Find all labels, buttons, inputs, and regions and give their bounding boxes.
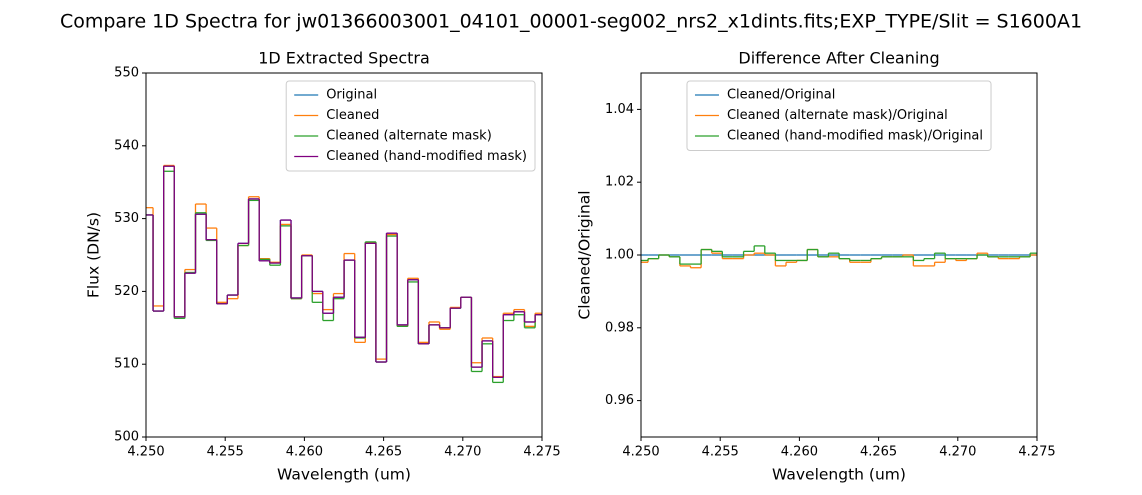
legend-frame [686, 80, 992, 151]
y-tick-label: 0.98 [605, 320, 634, 335]
plot-area [641, 245, 1037, 269]
legend-label: Cleaned/Original [727, 88, 835, 103]
legend-label: Cleaned (hand-modified mask)/Original [727, 129, 983, 144]
legend-label: Cleaned [326, 108, 379, 123]
legend-label: Original [326, 88, 377, 103]
legend: Original Cleaned Cleaned (alternate mask) C… [285, 80, 536, 172]
x-tick-label: 4.255 [207, 445, 244, 460]
x-tick-label: 4.260 [781, 445, 818, 460]
axes: 1D Extracted Spectra Wavelength (um) Flux … [85, 49, 561, 484]
x-tick-label: 4.260 [286, 445, 323, 460]
axes-frame [145, 72, 543, 438]
x-tick-label: 4.275 [1018, 445, 1055, 460]
y-tick-label: 540 [114, 138, 139, 153]
x-axis-label: Wavelength (um) [772, 466, 906, 484]
y-tick-label: 550 [114, 66, 139, 81]
legend: Cleaned/Original Cleaned (alternate mask)… [686, 80, 992, 151]
y-tick-label: 500 [114, 430, 139, 445]
y-tick-label: 1.04 [605, 102, 634, 117]
y-tick-label: 1.02 [605, 175, 634, 190]
legend-label: Cleaned (alternate mask)/Original [727, 108, 948, 123]
axes-title: Difference After Cleaning [738, 49, 939, 68]
x-tick-label: 4.265 [860, 445, 897, 460]
x-tick-label: 4.270 [444, 445, 481, 460]
x-tick-label: 4.250 [622, 445, 659, 460]
y-tick-label: 0.96 [605, 393, 634, 408]
x-tick-label: 4.255 [702, 445, 739, 460]
y-axis-label: Cleaned/Original [576, 190, 594, 319]
legend-label: Cleaned (alternate mask) [326, 129, 492, 144]
axes: Difference After Cleaning Wavelength (um)… [576, 49, 1056, 484]
legend-frame [285, 80, 536, 172]
y-tick-label: 520 [114, 284, 139, 299]
y-tick-label: 510 [114, 357, 139, 372]
x-axis-label: Wavelength (um) [277, 466, 411, 484]
axes-frame [640, 72, 1038, 438]
figure-title: Compare 1D Spectra for jw01366003001_041… [60, 11, 1082, 33]
x-tick-label: 4.275 [523, 445, 560, 460]
y-tick-label: 1.00 [605, 248, 634, 263]
plot-area [146, 164, 542, 384]
x-tick-label: 4.270 [939, 445, 976, 460]
x-tick-label: 4.265 [365, 445, 402, 460]
axes-title: 1D Extracted Spectra [258, 49, 430, 68]
y-tick-label: 530 [114, 211, 139, 226]
x-tick-label: 4.250 [127, 445, 164, 460]
step-riser [152, 166, 536, 378]
legend-label: Cleaned (hand-modified mask) [326, 149, 527, 164]
y-axis-label: Flux (DN/s) [85, 212, 103, 298]
